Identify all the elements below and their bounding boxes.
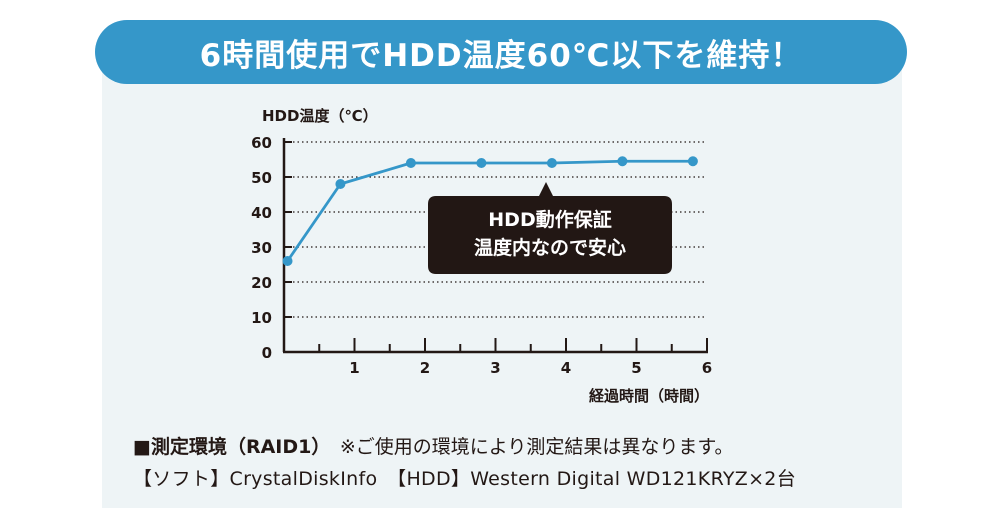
- callout-text: HDD動作保証: [488, 208, 611, 231]
- data-point: [282, 256, 293, 266]
- data-point: [335, 179, 346, 189]
- x-tick-label: 3: [490, 359, 500, 377]
- spec-line: 【ソフト】CrystalDiskInfo 【HDD】Western Digita…: [133, 468, 796, 490]
- y-axis-label: HDD温度（℃）: [262, 107, 378, 125]
- data-point: [687, 156, 698, 167]
- page-title-banner: 6時間使用でHDD温度60℃以下を維持！: [95, 20, 907, 84]
- x-tick-label: 1: [349, 359, 359, 377]
- y-tick-label: 0: [262, 344, 272, 362]
- x-tick-label: 2: [420, 359, 430, 377]
- x-tick-label: 5: [631, 359, 641, 377]
- data-point: [617, 156, 628, 167]
- y-tick-label: 40: [251, 204, 272, 222]
- y-tick-label: 20: [251, 274, 272, 292]
- environment-disclaimer: ※ご使用の環境により測定結果は異なります。: [339, 436, 734, 458]
- environment-lead: ■測定環境（RAID1）: [133, 436, 321, 458]
- x-tick-label: 6: [702, 359, 712, 377]
- data-point: [476, 158, 487, 168]
- x-tick-label: 4: [561, 359, 571, 377]
- y-tick-label: 10: [251, 309, 272, 327]
- y-tick-label: 60: [251, 134, 272, 152]
- data-point: [405, 158, 416, 168]
- callout-text: 温度内なので安心: [474, 236, 626, 259]
- background-panel: [102, 58, 902, 508]
- data-point: [546, 158, 557, 168]
- y-tick-label: 30: [251, 239, 272, 257]
- measurement-note: ■測定環境（RAID1） ※ご使用の環境により測定結果は異なります。: [133, 432, 734, 459]
- y-tick-label: 50: [251, 169, 272, 187]
- x-axis-label: 経過時間（時間）: [589, 387, 709, 405]
- callout-bubble: [428, 182, 672, 274]
